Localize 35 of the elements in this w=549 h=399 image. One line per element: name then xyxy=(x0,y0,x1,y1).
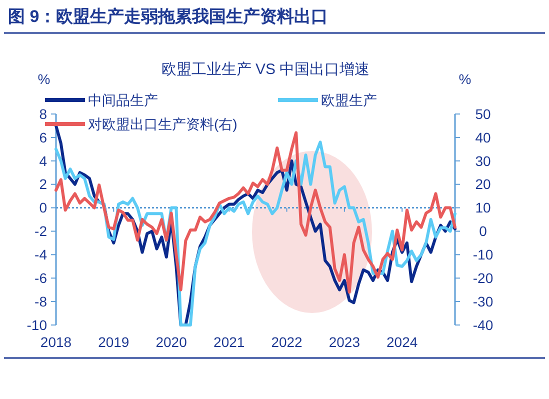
y-tick-label: -4 xyxy=(34,246,48,263)
y2-tick-label: 40 xyxy=(475,129,491,146)
x-tick-label: 2023 xyxy=(328,334,360,350)
y2-tick-label: -10 xyxy=(472,246,494,263)
y-tick-label: 0 xyxy=(39,200,48,216)
y-tick-label: -10 xyxy=(26,316,48,333)
y-tick-label: 8 xyxy=(39,106,48,122)
y2-tick-label: 50 xyxy=(475,106,491,122)
y2-tick-label: -30 xyxy=(472,293,494,310)
y-tick-label: -8 xyxy=(34,293,48,310)
y-tick-label: 4 xyxy=(39,152,48,169)
x-tick-label: 2020 xyxy=(156,334,188,350)
x-tick-label: 2024 xyxy=(386,334,418,350)
x-tick-label: 2022 xyxy=(271,334,303,350)
y-axis-title: % xyxy=(38,71,50,87)
y-tick-label: -2 xyxy=(34,223,48,240)
y2-tick-label: 10 xyxy=(475,200,491,216)
line-series xyxy=(54,131,456,294)
y-tick-label: -6 xyxy=(34,270,48,286)
x-tick-label: 2019 xyxy=(98,334,130,350)
y-tick-label: 6 xyxy=(39,129,48,146)
y2-tick-label: 0 xyxy=(479,223,488,240)
y2-tick-label: 20 xyxy=(475,176,491,192)
y-tick-label: 2 xyxy=(39,176,48,192)
legend-label: 欧盟生产 xyxy=(321,92,377,108)
chart-subtitle: 欧盟工业生产 VS 中国出口增速 xyxy=(161,61,370,78)
y2-tick-label: -40 xyxy=(472,316,494,333)
y2-tick-label: -20 xyxy=(472,270,494,286)
y2-axis-title: % xyxy=(458,71,472,87)
legend-label: 对欧盟出口生产资料(右) xyxy=(88,116,238,132)
y2-tick-label: 30 xyxy=(475,152,491,169)
legend-label: 中间品生产 xyxy=(88,92,158,108)
x-tick-label: 2021 xyxy=(214,334,245,350)
chart-title: 图 9：欧盟生产走弱拖累我国生产资料出口 xyxy=(8,7,328,26)
x-tick-label: 2018 xyxy=(40,334,72,350)
